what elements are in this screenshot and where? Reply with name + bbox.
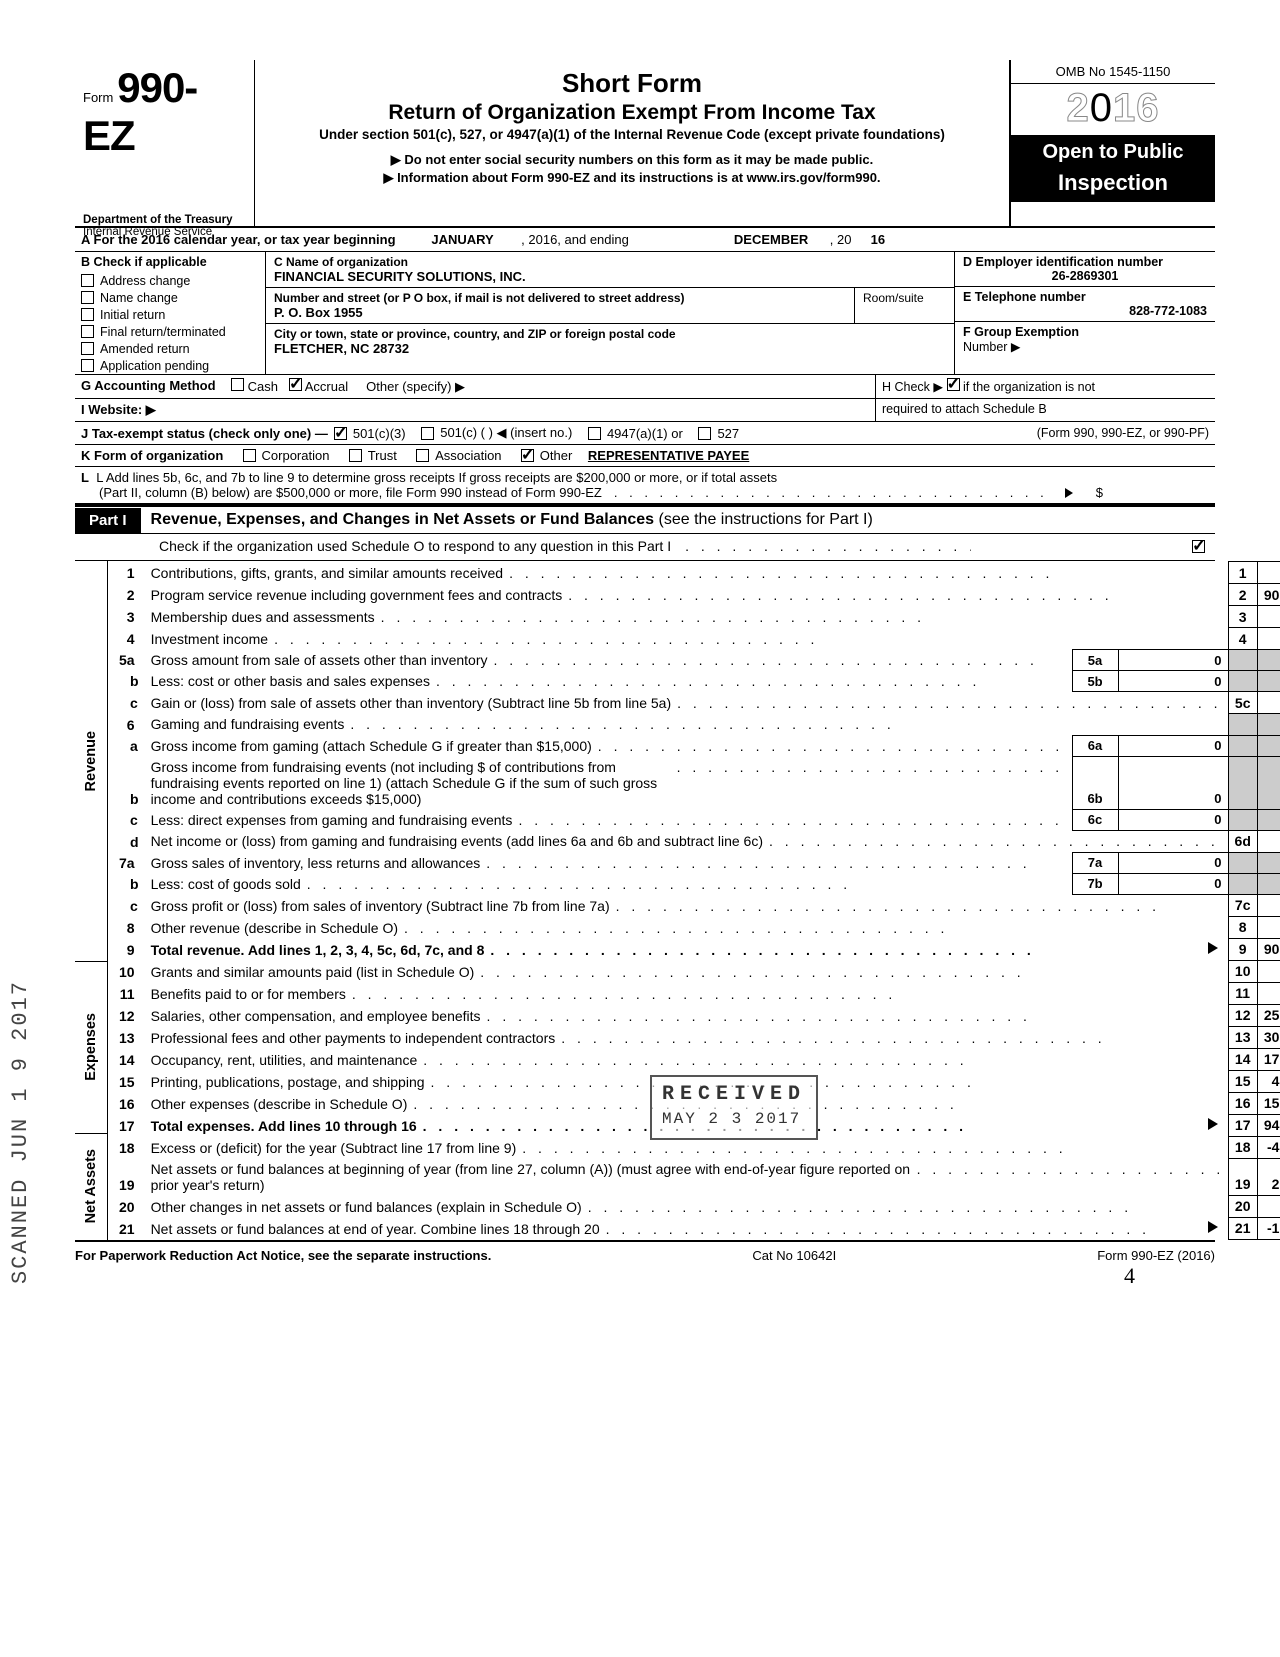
- irs-label: Internal Revenue Service: [83, 226, 246, 238]
- f-group-label: F Group Exemption: [963, 325, 1079, 339]
- line-l-1: L L Add lines 5b, 6c, and 7b to line 9 t…: [75, 467, 1215, 485]
- chk-trust[interactable]: [349, 449, 362, 462]
- org-city: FLETCHER, NC 28732: [274, 341, 946, 356]
- c-city-label: City or town, state or province, country…: [274, 327, 946, 341]
- ein: 26-2869301: [963, 269, 1207, 283]
- title-short-form: Short Form: [263, 68, 1001, 99]
- phone: 828-772-1083: [963, 304, 1207, 318]
- line-j: J Tax-exempt status (check only one) — 5…: [75, 422, 1215, 445]
- form-prefix: Form: [83, 90, 113, 105]
- warn-ssn: ▶ Do not enter social security numbers o…: [263, 152, 1001, 168]
- line-l-2: (Part II, column (B) below) are $500,000…: [75, 485, 1215, 505]
- arrow-icon: [1065, 488, 1073, 498]
- tax-year-end: DECEMBER: [716, 232, 826, 247]
- chk-501c3[interactable]: [334, 427, 347, 440]
- line-i-website: I Website: ▶ required to attach Schedule…: [75, 399, 1215, 422]
- received-stamp: RECEIVED MAY 2 3 2017: [650, 1075, 818, 1140]
- e-phone-label: E Telephone number: [963, 290, 1207, 304]
- omb-number: OMB No 1545-1150: [1011, 60, 1215, 84]
- chk-name-change[interactable]: [81, 291, 94, 304]
- dept-treasury: Department of the Treasury: [83, 214, 246, 226]
- other-org-text: REPRESENTATIVE PAYEE: [588, 448, 749, 463]
- room-suite-label: Room/suite: [854, 288, 954, 323]
- org-street: P. O. Box 1955: [274, 305, 846, 320]
- line-g-i: G Accounting Method Cash Accrual Other (…: [75, 375, 1215, 399]
- h-box: H Check ▶ if the organization is not: [875, 375, 1215, 398]
- open-public-2: Inspection: [1011, 170, 1215, 202]
- form-number: 990-EZ: [83, 64, 197, 159]
- chk-cash[interactable]: [231, 378, 244, 391]
- c-street-label: Number and street (or P O box, if mail i…: [274, 291, 846, 305]
- b-header: B Check if applicable: [75, 252, 265, 272]
- part1-header: Part I Revenue, Expenses, and Changes in…: [75, 505, 1215, 534]
- schedule-o-check: Check if the organization used Schedule …: [75, 534, 1215, 561]
- tax-year: 2016: [1011, 84, 1215, 135]
- chk-amended-return[interactable]: [81, 342, 94, 355]
- open-public-1: Open to Public: [1011, 135, 1215, 170]
- chk-initial-return[interactable]: [81, 308, 94, 321]
- info-url: ▶ Information about Form 990-EZ and its …: [263, 170, 1001, 186]
- chk-other-org[interactable]: [521, 449, 534, 462]
- identity-block: B Check if applicable Address change Nam…: [75, 252, 1215, 375]
- chk-corp[interactable]: [243, 449, 256, 462]
- org-name: FINANCIAL SECURITY SOLUTIONS, INC.: [274, 269, 946, 284]
- c-name-label: C Name of organization: [274, 255, 946, 269]
- chk-accrual[interactable]: [289, 378, 302, 391]
- chk-schedule-b[interactable]: [947, 378, 960, 391]
- form-header: Form 990-EZ Department of the Treasury I…: [75, 60, 1215, 228]
- d-ein-label: D Employer identification number: [963, 255, 1207, 269]
- line-a-tax-year: A For the 2016 calendar year, or tax yea…: [75, 228, 1215, 252]
- tax-year-begin: JANUARY: [408, 232, 518, 247]
- side-labels: Revenue Expenses Net Assets: [75, 561, 107, 1240]
- scanned-stamp: SCANNED JUN 1 9 2017: [8, 980, 33, 1284]
- page-footer: For Paperwork Reduction Act Notice, see …: [75, 1240, 1215, 1263]
- chk-app-pending[interactable]: [81, 359, 94, 372]
- chk-4947[interactable]: [588, 427, 601, 440]
- chk-assoc[interactable]: [416, 449, 429, 462]
- title-return: Return of Organization Exempt From Incom…: [263, 101, 1001, 125]
- chk-501c[interactable]: [421, 427, 434, 440]
- chk-address-change[interactable]: [81, 274, 94, 287]
- handwritten-4: 4: [1124, 1263, 1135, 1289]
- chk-final-return[interactable]: [81, 325, 94, 338]
- chk-schedule-o[interactable]: [1192, 540, 1205, 553]
- chk-527[interactable]: [698, 427, 711, 440]
- title-under: Under section 501(c), 527, or 4947(a)(1)…: [263, 127, 1001, 142]
- line-k: K Form of organization Corporation Trust…: [75, 445, 1215, 467]
